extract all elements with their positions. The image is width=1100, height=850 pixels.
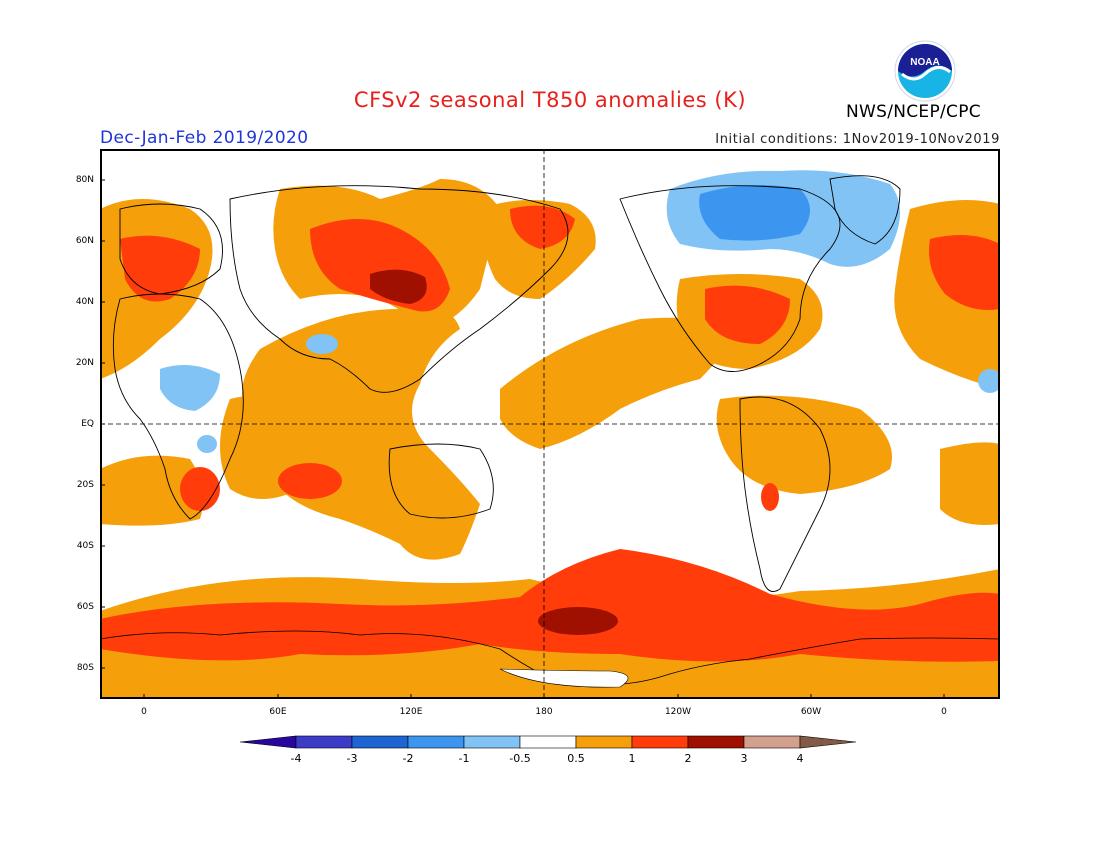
coastlines: [112, 175, 901, 592]
noaa-logo-icon: NOAA: [894, 40, 956, 102]
colorbar-arrow-low: [240, 735, 297, 749]
colorbar-label: 2: [684, 752, 692, 765]
australia-outline: [388, 443, 494, 519]
colorbar-swatch: [519, 735, 577, 749]
africa-cold: [160, 365, 220, 411]
colorbar-label: -4: [290, 752, 302, 765]
southern-africa-strong-warm: [180, 467, 220, 511]
lon-label: 60E: [269, 707, 287, 717]
colorbar-swatch: [407, 735, 465, 749]
indian-ocean-strong-warm: [278, 463, 342, 499]
anomaly-map: [100, 149, 1000, 699]
lat-label: EQ: [81, 419, 94, 429]
colorbar-label: -0.5: [509, 752, 531, 765]
south-atlantic-warm: [716, 395, 892, 494]
agency-label: NWS/NCEP/CPC: [846, 102, 981, 122]
colorbar-swatch: [463, 735, 521, 749]
colorbar-label: 3: [740, 752, 748, 765]
north-america-outline: [619, 185, 841, 372]
south-africa-warm: [100, 455, 204, 526]
colorbar: [240, 735, 857, 749]
south-america-outline: [739, 396, 831, 592]
india-cold: [306, 334, 338, 354]
north-pacific-strong-warm: [510, 205, 575, 249]
colorbar-swatch: [687, 735, 745, 749]
colorbar-swatch: [743, 735, 801, 749]
africa-outline: [112, 293, 244, 520]
europe-outline: [119, 203, 223, 295]
colorbar-label: -1: [458, 752, 470, 765]
initial-conditions-label: Initial conditions: 1Nov2019-10Nov2019: [715, 132, 1000, 147]
colorbar-swatch: [351, 735, 409, 749]
lat-label: 60S: [76, 602, 94, 612]
map-title: CFSv2 seasonal T850 anomalies (K): [353, 88, 747, 112]
north-america-strong-warm: [705, 285, 790, 344]
colorbar-swatch: [631, 735, 689, 749]
colorbar-arrow-high: [799, 735, 857, 749]
lat-label: 80N: [75, 175, 94, 185]
central-pacific-warm: [500, 317, 740, 449]
lon-label: 0: [141, 707, 147, 717]
colorbar-label: 4: [796, 752, 804, 765]
lon-label: 60W: [800, 707, 822, 717]
season-label: Dec-Jan-Feb 2019/2020: [100, 128, 309, 148]
lat-label: 60N: [75, 236, 94, 246]
east-africa-cold: [197, 435, 217, 453]
arctic-canada-cold-core: [699, 185, 810, 241]
lat-label: 20S: [76, 480, 94, 490]
colorbar-swatch: [295, 735, 353, 749]
colorbar-swatch: [575, 735, 633, 749]
lon-label: 180: [535, 707, 553, 717]
lon-label: 120E: [399, 707, 423, 717]
asia-extreme-warm: [370, 269, 427, 304]
lon-label: 120W: [664, 707, 692, 717]
colorbar-label: -3: [346, 752, 358, 765]
europe-strong-warm: [120, 235, 200, 302]
lat-label: 40N: [75, 297, 94, 307]
atlantic-cold: [978, 369, 1000, 393]
colorbar-label: 0.5: [567, 752, 585, 765]
south-america-strong-warm: [761, 483, 779, 511]
lat-label: 20N: [75, 358, 94, 368]
lat-label: 40S: [76, 541, 94, 551]
ross-ice-shelf: [499, 668, 629, 688]
southern-extreme-core: [538, 607, 618, 635]
logo-text: NOAA: [910, 57, 939, 68]
asia-outline: [229, 185, 569, 393]
lat-label: 80S: [76, 663, 94, 673]
europe-strong-warm-east: [929, 235, 1000, 310]
southern-strong-band: [100, 549, 1000, 662]
map-frame: [100, 149, 1000, 699]
lon-label: 0: [941, 707, 947, 717]
colorbar-label: 1: [628, 752, 636, 765]
south-africa-warm-east: [940, 442, 1000, 525]
colorbar-label: -2: [402, 752, 414, 765]
greenland-outline: [829, 175, 901, 245]
